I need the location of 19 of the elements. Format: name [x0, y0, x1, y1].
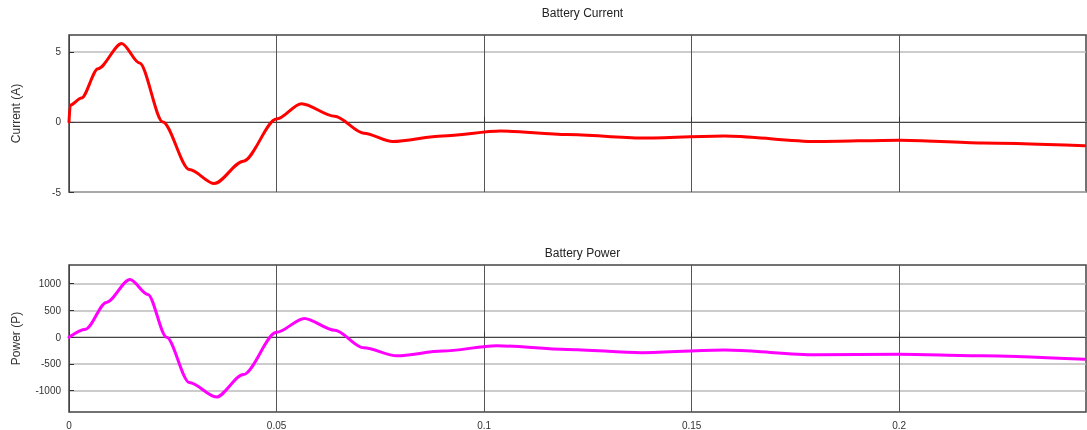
- y-tick-label: 0: [55, 331, 62, 343]
- x-tick-label: 0: [66, 419, 73, 430]
- y-tick-label: -5: [52, 186, 62, 198]
- y-axis-title: Current (A): [9, 83, 23, 144]
- x-tick-label: 0.2: [892, 419, 907, 430]
- chart-title: Battery Power: [544, 246, 621, 260]
- y-tick-label: 500: [44, 304, 62, 316]
- x-tick-label: 0.15: [681, 419, 702, 430]
- y-tick-label: -1000: [35, 385, 62, 397]
- x-tick-label: 0.1: [477, 419, 492, 430]
- line-series: [67, 41, 1087, 186]
- line-series: [67, 277, 1087, 399]
- y-tick-label: 1000: [38, 278, 62, 290]
- y-tick-label: -500: [40, 358, 62, 370]
- y-tick-label: 0: [55, 116, 62, 128]
- x-tick-label: 0.05: [266, 419, 287, 430]
- y-tick-label: 5: [55, 46, 62, 58]
- chart-title: Battery Current: [541, 6, 624, 20]
- y-axis-title: Power (P): [9, 311, 23, 366]
